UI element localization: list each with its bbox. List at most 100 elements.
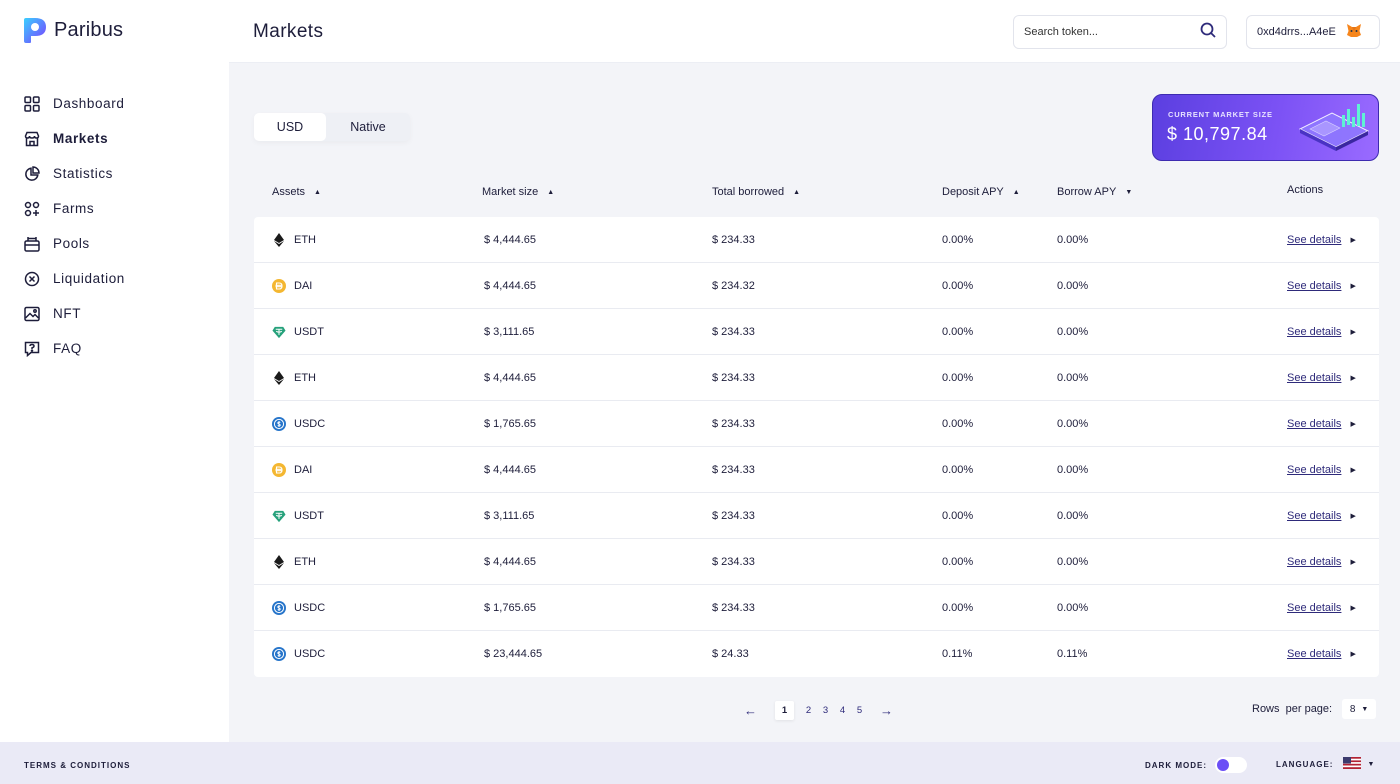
chevron-right-icon[interactable]: ▶ bbox=[1350, 605, 1356, 612]
see-details-link[interactable]: See details bbox=[1287, 648, 1342, 660]
see-details-link[interactable]: See details bbox=[1287, 602, 1342, 614]
chevron-down-icon: ▼ bbox=[1361, 705, 1369, 713]
asset-cell: USDC bbox=[272, 585, 325, 631]
search-input[interactable] bbox=[1024, 26, 1200, 38]
sidebar-item-liquidation[interactable]: Liquidation bbox=[24, 261, 125, 296]
market-size-card: CURRENT MARKET SIZE $ 10,797.84 bbox=[1152, 94, 1379, 161]
see-details-link[interactable]: See details bbox=[1287, 372, 1342, 384]
asset-name: DAI bbox=[294, 464, 313, 476]
page-4-button[interactable]: 4 bbox=[839, 704, 846, 716]
total-borrowed-cell: $ 234.33 bbox=[712, 510, 755, 522]
see-details-link[interactable]: See details bbox=[1287, 556, 1342, 568]
actions-cell: See details ▶ bbox=[1287, 355, 1356, 401]
asset-name: DAI bbox=[294, 280, 313, 292]
terms-link[interactable]: TERMS & CONDITIONS bbox=[24, 761, 131, 770]
table-row[interactable]: ETH $ 4,444.65 $ 234.33 0.00% 0.00% See … bbox=[254, 539, 1379, 585]
column-header-label: Actions bbox=[1287, 184, 1324, 196]
actions-cell: See details ▶ bbox=[1287, 493, 1356, 539]
usdc-icon bbox=[272, 647, 286, 661]
table-row[interactable]: ETH $ 4,444.65 $ 234.33 0.00% 0.00% See … bbox=[254, 355, 1379, 401]
markets-table: ETH $ 4,444.65 $ 234.33 0.00% 0.00% See … bbox=[254, 217, 1379, 677]
chevron-right-icon[interactable]: ▶ bbox=[1350, 237, 1356, 244]
chevron-right-icon[interactable]: ▶ bbox=[1350, 283, 1356, 290]
actions-cell: See details ▶ bbox=[1287, 263, 1356, 309]
language-select[interactable]: ▼ bbox=[1343, 757, 1375, 771]
chevron-right-icon[interactable]: ▶ bbox=[1350, 421, 1356, 428]
column-header-total-borrowed[interactable]: Total borrowed ▲ bbox=[712, 186, 800, 198]
table-row[interactable]: USDC $ 23,444.65 $ 24.33 0.11% 0.11% See… bbox=[254, 631, 1379, 677]
toggle-usd[interactable]: USD bbox=[254, 113, 326, 141]
page-2-button[interactable]: 2 bbox=[805, 704, 812, 716]
prev-page-arrow-icon[interactable]: ← bbox=[744, 702, 757, 718]
sidebar-item-nft[interactable]: NFT bbox=[24, 296, 125, 331]
search-icon[interactable] bbox=[1200, 22, 1216, 43]
chevron-right-icon[interactable]: ▶ bbox=[1350, 651, 1356, 658]
sidebar-item-statistics[interactable]: Statistics bbox=[24, 156, 125, 191]
sidebar-item-farms[interactable]: Farms bbox=[24, 191, 125, 226]
sidebar-item-faq[interactable]: FAQ bbox=[24, 331, 125, 366]
column-header-borrow-apy[interactable]: Borrow APY ▼ bbox=[1057, 186, 1132, 198]
see-details-link[interactable]: See details bbox=[1287, 510, 1342, 522]
market-size-label: CURRENT MARKET SIZE bbox=[1168, 110, 1273, 119]
page-title: Markets bbox=[253, 21, 324, 42]
market-size-cell: $ 1,765.65 bbox=[484, 418, 536, 430]
column-header-deposit-apy[interactable]: Deposit APY ▲ bbox=[942, 186, 1020, 198]
search-box[interactable] bbox=[1013, 15, 1227, 49]
sidebar-item-dashboard[interactable]: Dashboard bbox=[24, 86, 125, 121]
chevron-right-icon[interactable]: ▶ bbox=[1350, 467, 1356, 474]
page-5-button[interactable]: 5 bbox=[856, 704, 863, 716]
see-details-link[interactable]: See details bbox=[1287, 234, 1342, 246]
see-details-link[interactable]: See details bbox=[1287, 326, 1342, 338]
usdc-icon bbox=[272, 601, 286, 615]
asset-cell: DAI bbox=[272, 447, 312, 493]
table-row[interactable]: DAI $ 4,444.65 $ 234.32 0.00% 0.00% See … bbox=[254, 263, 1379, 309]
sidebar-item-pools[interactable]: Pools bbox=[24, 226, 125, 261]
chevron-right-icon[interactable]: ▶ bbox=[1350, 559, 1356, 566]
deposit-apy-cell: 0.00% bbox=[942, 602, 974, 614]
table-row[interactable]: USDT $ 3,111.65 $ 234.33 0.00% 0.00% See… bbox=[254, 493, 1379, 539]
chevron-right-icon[interactable]: ▶ bbox=[1350, 329, 1356, 336]
total-borrowed-cell: $ 234.33 bbox=[712, 372, 755, 384]
sidebar-item-label: NFT bbox=[53, 306, 82, 321]
chevron-right-icon[interactable]: ▶ bbox=[1350, 375, 1356, 382]
next-page-arrow-icon[interactable]: → bbox=[880, 702, 893, 718]
market-size-cell: $ 1,765.65 bbox=[484, 602, 536, 614]
sidebar-item-markets[interactable]: Markets bbox=[24, 121, 125, 156]
actions-cell: See details ▶ bbox=[1287, 539, 1356, 585]
rows-per-page-select[interactable]: 8 ▼ bbox=[1342, 699, 1377, 719]
toggle-native[interactable]: Native bbox=[350, 120, 386, 134]
table-row[interactable]: DAI $ 4,444.65 $ 234.33 0.00% 0.00% See … bbox=[254, 447, 1379, 493]
market-size-cell: $ 4,444.65 bbox=[484, 234, 536, 246]
borrow-apy-cell: 0.00% bbox=[1057, 326, 1089, 338]
see-details-link[interactable]: See details bbox=[1287, 280, 1342, 292]
dark-mode-label: DARK MODE: bbox=[1145, 760, 1207, 770]
page-3-button[interactable]: 3 bbox=[822, 704, 829, 716]
brand-logo[interactable]: Paribus bbox=[22, 17, 123, 44]
market-size-cell: $ 4,444.65 bbox=[484, 464, 536, 476]
table-row[interactable]: USDC $ 1,765.65 $ 234.33 0.00% 0.00% See… bbox=[254, 585, 1379, 631]
borrow-apy-cell: 0.00% bbox=[1057, 556, 1089, 568]
asset-name: ETH bbox=[294, 372, 316, 384]
page-1-button[interactable]: 1 bbox=[775, 700, 794, 720]
borrow-apy-cell: 0.00% bbox=[1057, 418, 1089, 430]
column-header-label: Market size bbox=[482, 186, 539, 198]
total-borrowed-cell: $ 234.33 bbox=[712, 418, 755, 430]
usdt-icon bbox=[272, 325, 286, 339]
total-borrowed-cell: $ 234.33 bbox=[712, 326, 755, 338]
column-header-market-size[interactable]: Market size ▲ bbox=[482, 186, 554, 198]
table-row[interactable]: USDC $ 1,765.65 $ 234.33 0.00% 0.00% See… bbox=[254, 401, 1379, 447]
market-store-icon bbox=[24, 131, 40, 147]
see-details-link[interactable]: See details bbox=[1287, 464, 1342, 476]
sidebar-item-label: FAQ bbox=[53, 341, 82, 356]
asset-name: USDC bbox=[294, 602, 326, 614]
chevron-right-icon[interactable]: ▶ bbox=[1350, 513, 1356, 520]
table-row[interactable]: USDT $ 3,111.65 $ 234.33 0.00% 0.00% See… bbox=[254, 309, 1379, 355]
isometric-chart-illustration-icon bbox=[1298, 104, 1370, 151]
table-row[interactable]: ETH $ 4,444.65 $ 234.33 0.00% 0.00% See … bbox=[254, 217, 1379, 263]
column-header-assets[interactable]: Assets ▲ bbox=[272, 186, 321, 198]
wallet-button[interactable]: 0xd4drrs...A4eE bbox=[1246, 15, 1380, 49]
asset-name: USDC bbox=[294, 648, 326, 660]
wallet-address: 0xd4drrs...A4eE bbox=[1257, 26, 1336, 38]
see-details-link[interactable]: See details bbox=[1287, 418, 1342, 430]
dark-mode-toggle[interactable] bbox=[1215, 757, 1247, 773]
